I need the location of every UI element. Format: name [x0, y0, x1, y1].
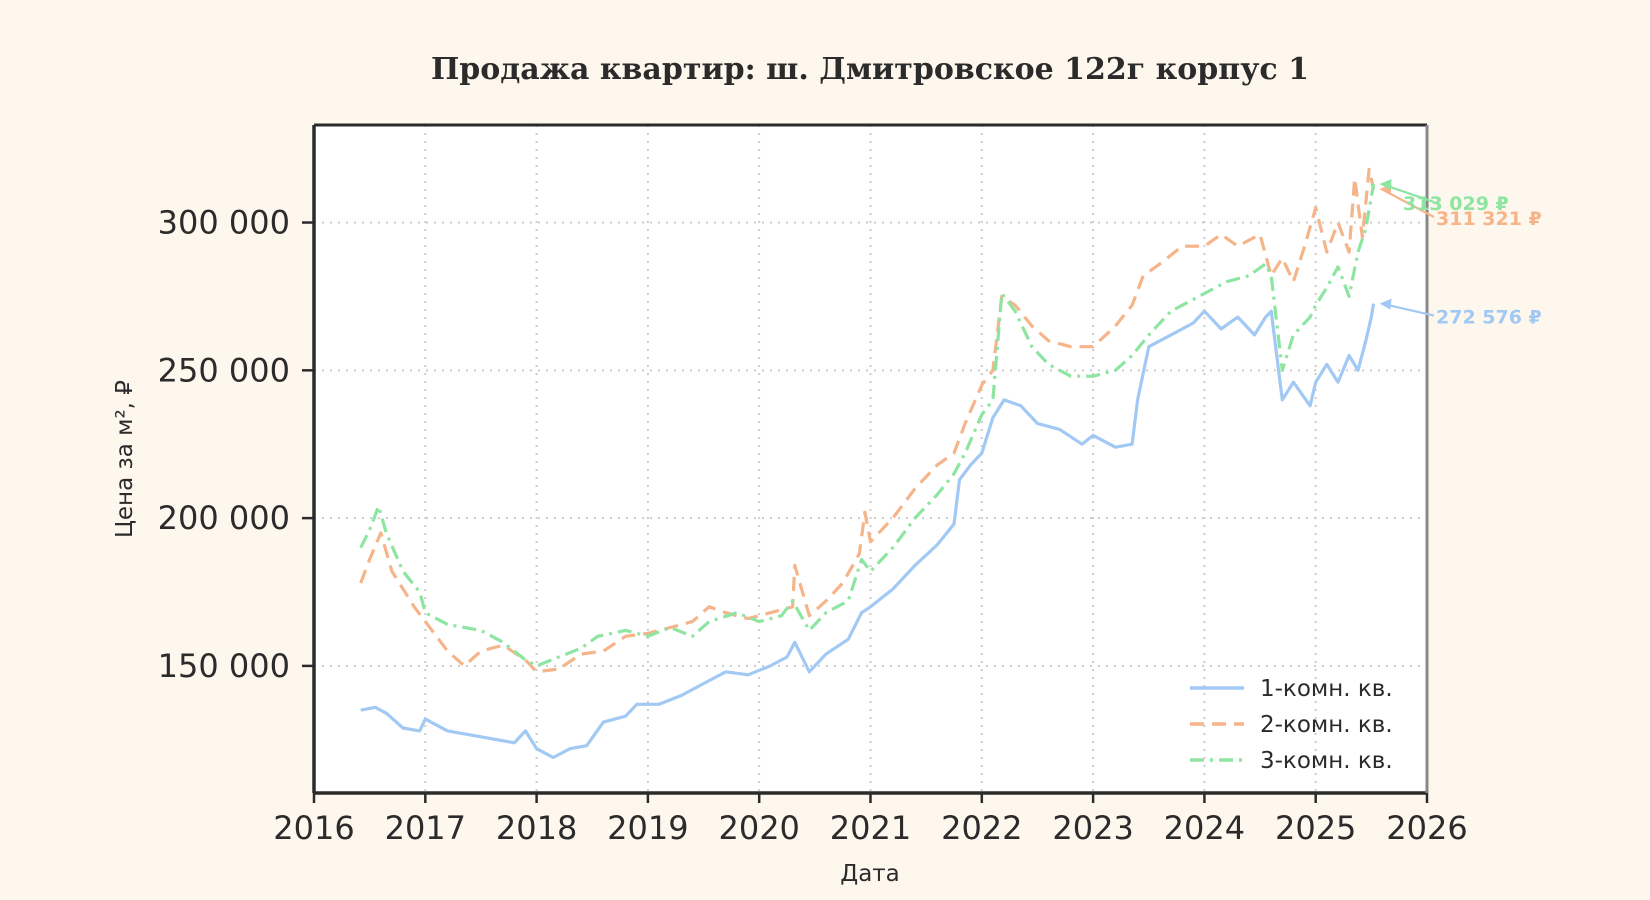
x-tick-label: 2016 — [273, 809, 354, 847]
x-tick-label: 2024 — [1164, 809, 1245, 847]
end-label-arrowhead-1 — [1379, 298, 1392, 310]
x-tick-label: 2017 — [385, 809, 466, 847]
legend-label-3: 3-комн. кв. — [1260, 748, 1393, 774]
series-line-1 — [360, 303, 1376, 760]
x-tick-label: 2021 — [830, 809, 911, 847]
series-line-2 — [359, 167, 1376, 674]
legend-label-1: 1-комн. кв. — [1260, 676, 1393, 702]
x-tick-label: 2023 — [1052, 809, 1133, 847]
y-tick-label: 250 000 — [158, 351, 290, 389]
y-axis-label: Цена за м², ₽ — [112, 380, 138, 538]
x-tick-label: 2018 — [496, 809, 577, 847]
end-value-label-3: 313 029 ₽ — [1403, 193, 1509, 215]
x-axis-ticks: 2016 2017 2018 2019 2020 2021 2022 2023 2024 2025… — [273, 793, 1468, 847]
x-tick-label: 2019 — [607, 809, 688, 847]
series-lines — [359, 167, 1376, 760]
x-tick-label: 2025 — [1275, 809, 1356, 847]
y-tick-label: 300 000 — [158, 204, 290, 242]
x-tick-label: 2022 — [941, 809, 1022, 847]
legend-label-2: 2-комн. кв. — [1260, 712, 1393, 738]
y-axis-ticks: 150 000 200 000 250 000 300 000 — [158, 204, 314, 685]
grid — [314, 125, 1427, 793]
x-tick-label: 2026 — [1386, 809, 1467, 847]
end-value-label-2: 311 321 ₽ — [1436, 208, 1542, 230]
x-tick-label: 2020 — [718, 809, 799, 847]
y-tick-label: 150 000 — [158, 647, 290, 685]
plot-area — [314, 125, 1427, 793]
end-value-labels: 272 576 ₽ 311 321 ₽313 029 ₽ — [1379, 179, 1542, 329]
y-tick-label: 200 000 — [158, 499, 290, 537]
chart-title: Продажа квартир: ш. Дмитровское 122г кор… — [431, 52, 1309, 87]
legend: 1-комн. кв. 2-комн. кв. 3-комн. кв. — [1190, 676, 1393, 774]
x-axis-label: Дата — [840, 861, 900, 887]
end-value-label-1: 272 576 ₽ — [1436, 307, 1542, 329]
end-label-arrowhead-3 — [1379, 179, 1392, 191]
